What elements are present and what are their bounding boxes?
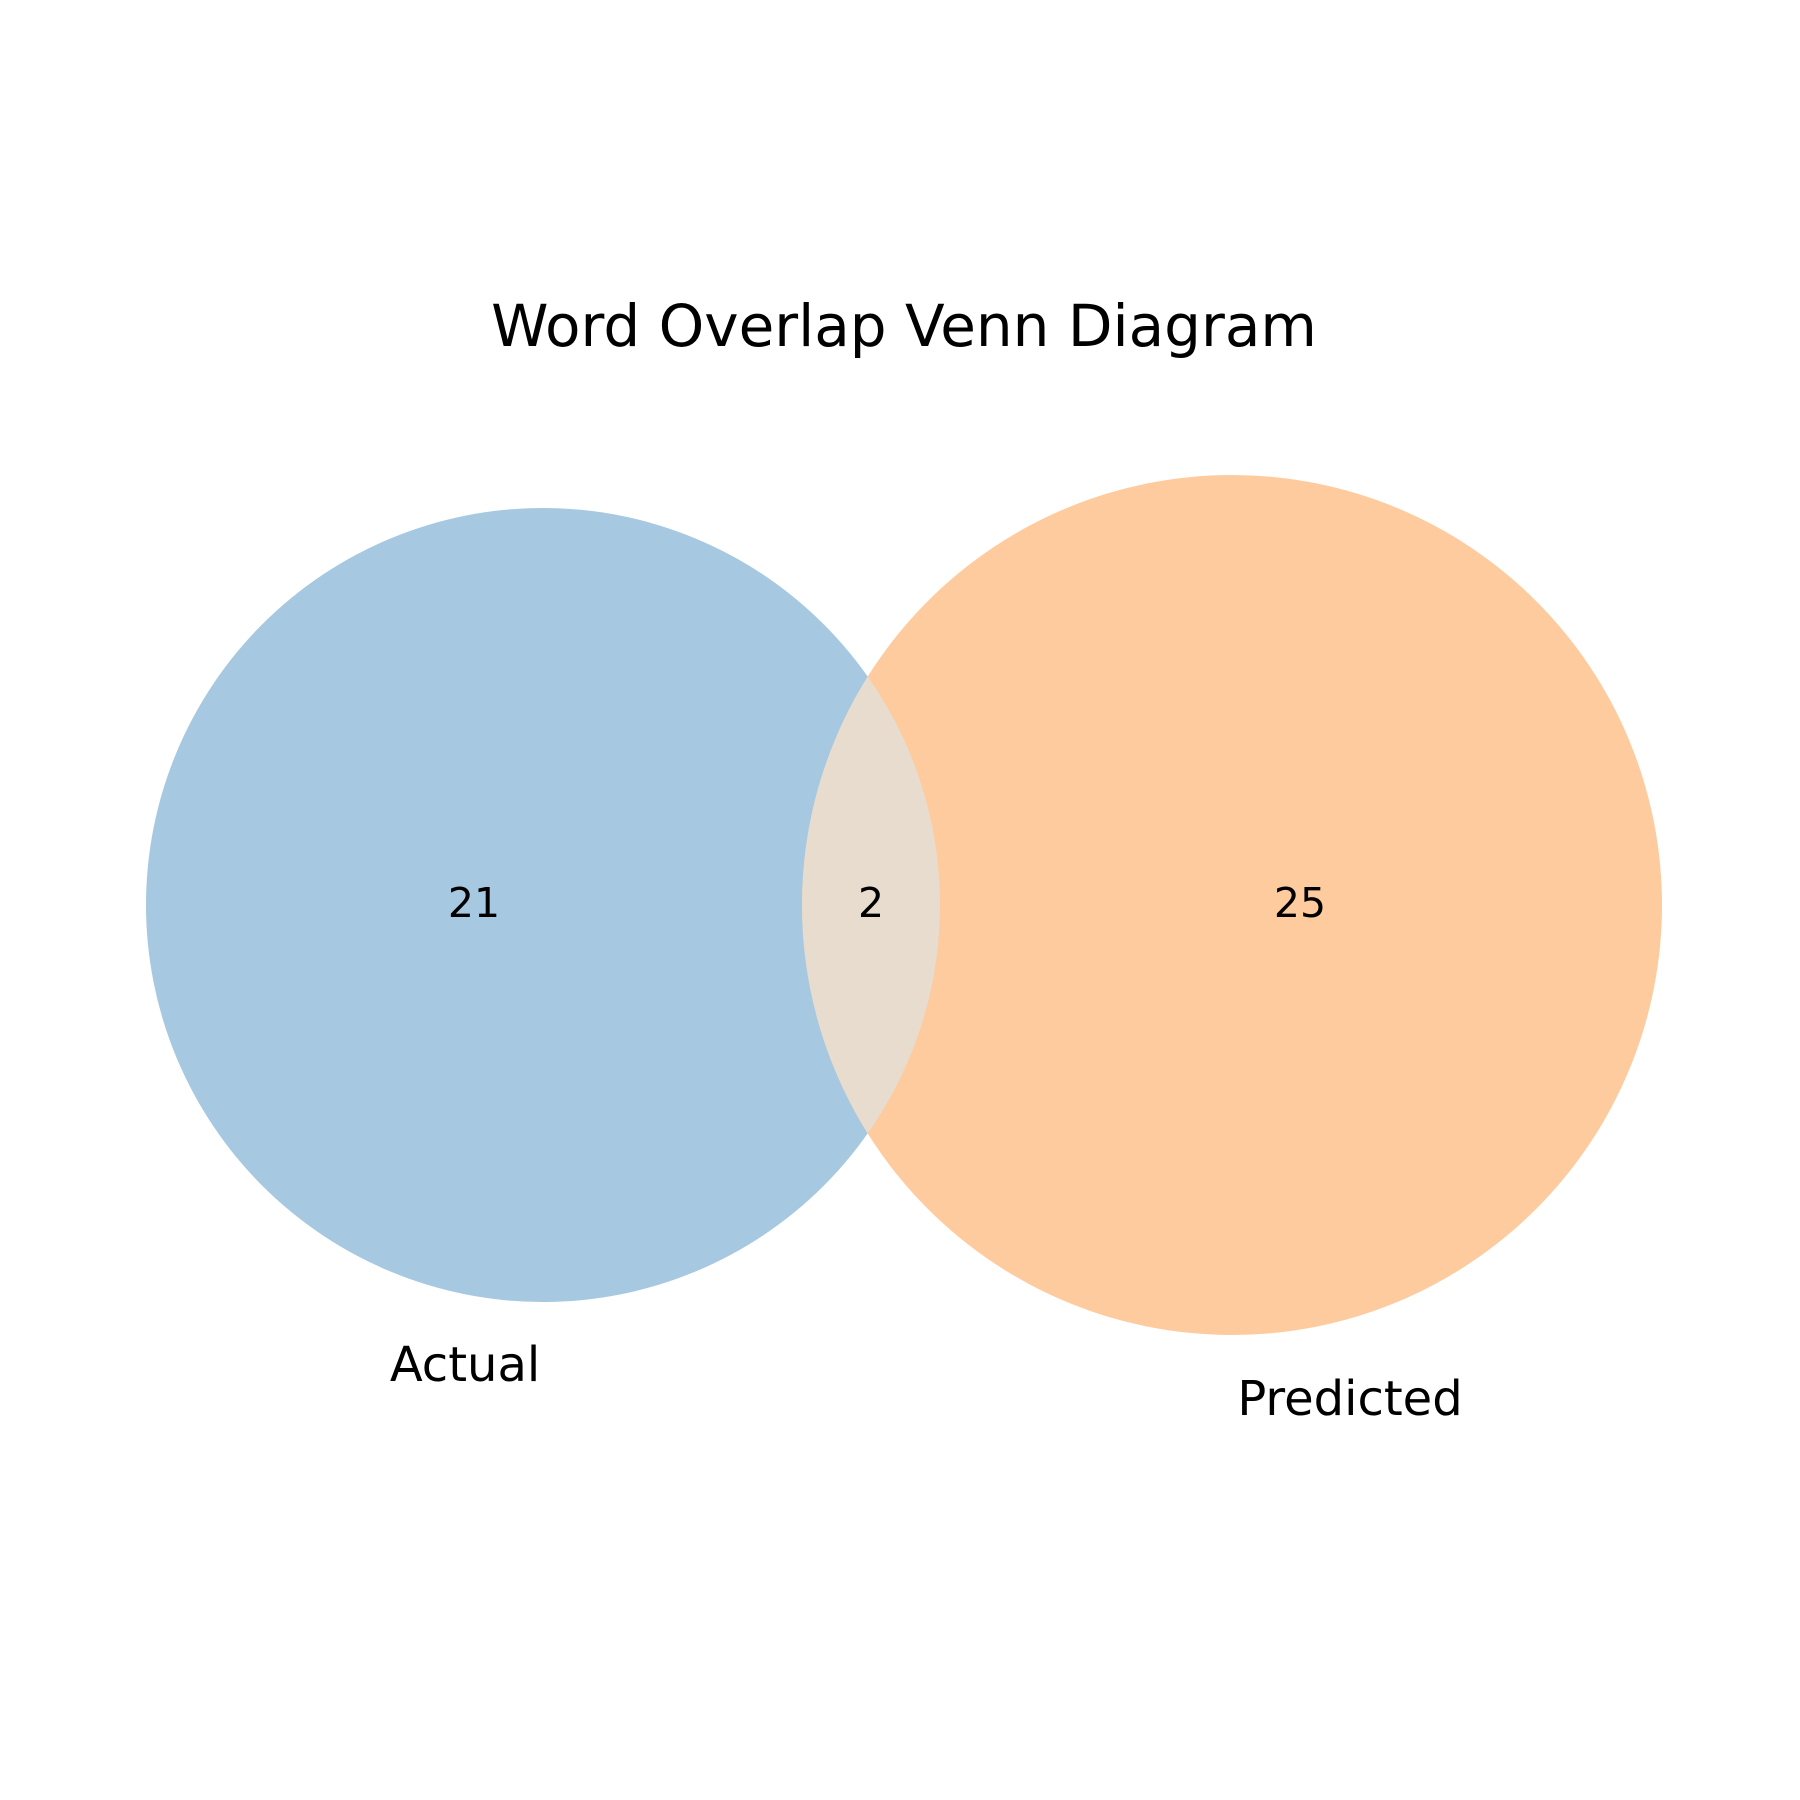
predicted-only-count: 25: [1274, 879, 1326, 927]
diagram-title: Word Overlap Venn Diagram: [491, 292, 1317, 360]
set-circle-predicted: [802, 475, 1662, 1335]
overlap-count: 2: [858, 879, 884, 927]
actual-only-count: 21: [448, 879, 500, 927]
set-label-predicted: Predicted: [1237, 1371, 1462, 1427]
set-circle-actual: [146, 508, 940, 1302]
set-label-actual: Actual: [390, 1337, 540, 1393]
